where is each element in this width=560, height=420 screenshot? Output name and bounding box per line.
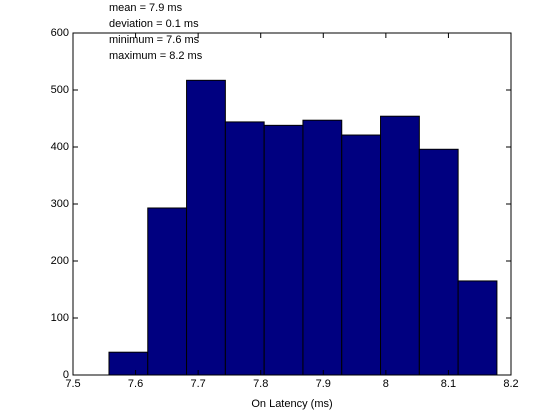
bar: [224, 121, 265, 376]
annotation: maximum = 8.2 ms: [109, 50, 203, 62]
x-tick-label: 7.8: [253, 378, 268, 390]
bar: [341, 134, 382, 376]
x-tick-label: 7.6: [128, 378, 143, 390]
annotation: deviation = 0.1 ms: [109, 18, 199, 30]
bar: [108, 351, 149, 376]
x-tick-label: 7.9: [316, 378, 331, 390]
x-tick-label: 7.7: [190, 378, 205, 390]
y-tick-label: 600: [51, 27, 69, 39]
bar: [418, 148, 459, 376]
y-tick-label: 400: [51, 141, 69, 153]
x-tick-label: 8.2: [503, 378, 518, 390]
bar: [380, 115, 420, 376]
x-tick-label: 8: [383, 378, 389, 390]
x-tick-label: 7.5: [65, 378, 80, 390]
bar: [302, 119, 343, 376]
bar: [186, 79, 226, 376]
bar: [147, 207, 188, 376]
bar: [263, 124, 304, 376]
y-tick-label: 100: [51, 312, 69, 324]
y-tick-label: 500: [51, 84, 69, 96]
y-tick-label: 300: [51, 198, 69, 210]
y-tick-label: 0: [63, 369, 69, 381]
x-axis-label: On Latency (ms): [251, 398, 332, 410]
y-tick-label: 200: [51, 255, 69, 267]
x-tick-label: 8.1: [441, 378, 456, 390]
bar: [457, 280, 498, 376]
annotation: minimum = 7.6 ms: [109, 34, 200, 46]
annotation: mean = 7.9 ms: [109, 2, 183, 14]
